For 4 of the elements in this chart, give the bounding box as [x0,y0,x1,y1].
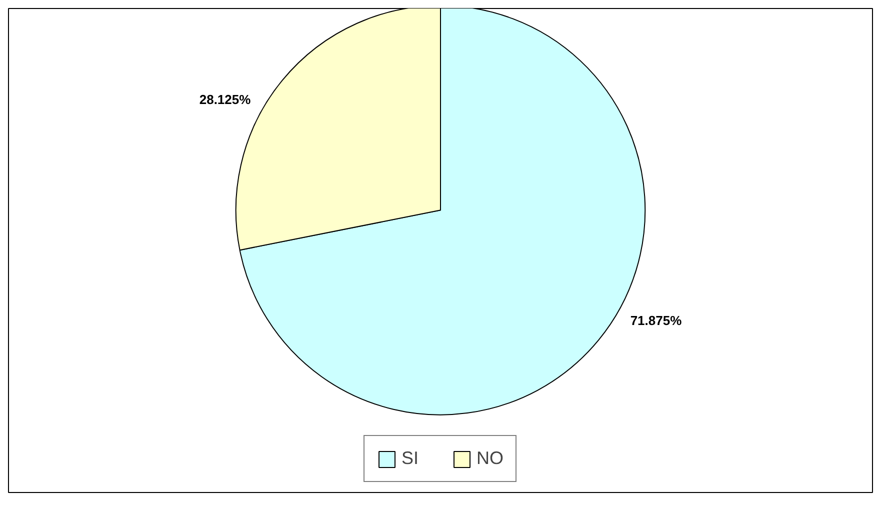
data-label: 71.875% [630,313,682,328]
legend-label: SI [402,448,420,469]
legend-label: NO [476,448,504,469]
data-label: 28.125% [199,92,252,108]
